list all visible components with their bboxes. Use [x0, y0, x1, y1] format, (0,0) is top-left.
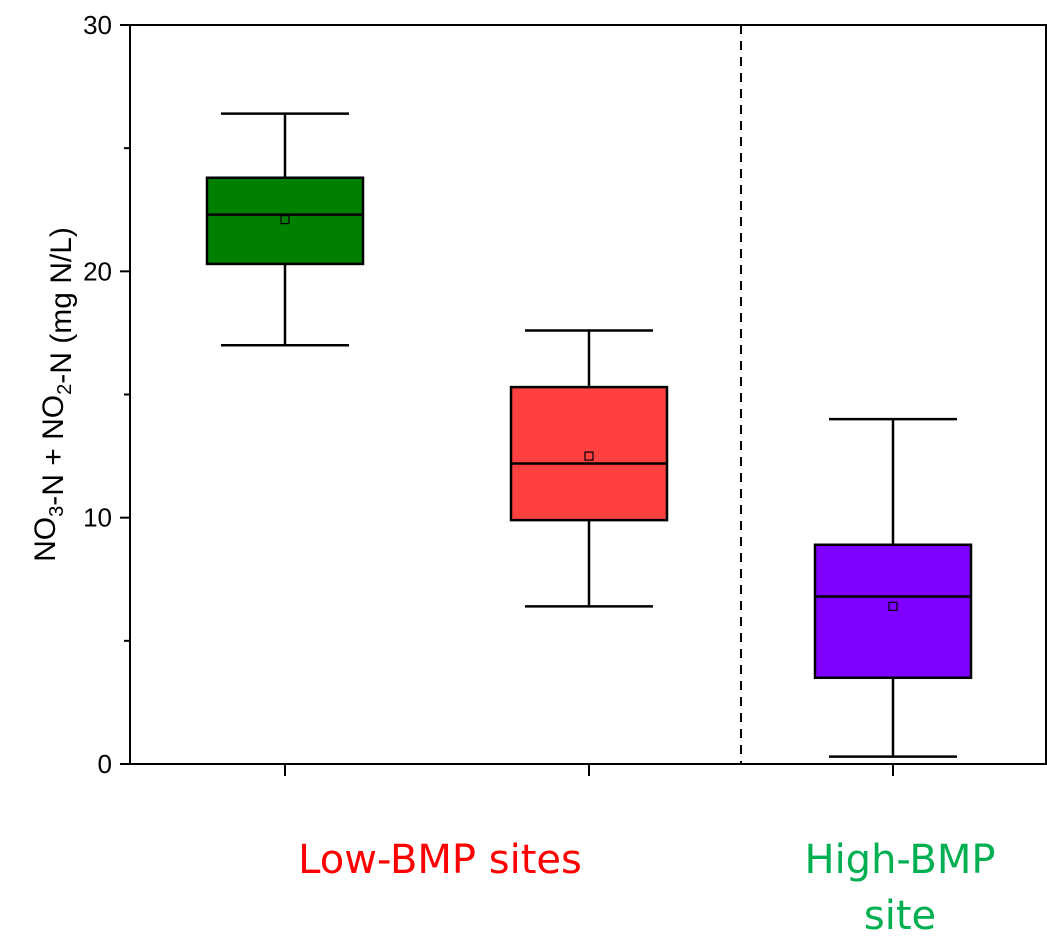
- group-label-high-bmp: High-BMP site: [780, 832, 1020, 944]
- y-axis-label-subscript: 2: [54, 384, 76, 395]
- group-label-low-bmp: Low-BMP sites: [240, 832, 640, 888]
- y-axis-label-subscript: 3: [46, 506, 68, 517]
- y-tick-label: 10: [83, 503, 112, 533]
- y-tick-label: 30: [83, 10, 112, 40]
- y-tick-label: 20: [83, 256, 112, 286]
- box-1: [207, 178, 363, 264]
- y-axis-label-text: NO: [29, 517, 62, 562]
- box-3: [815, 545, 971, 678]
- box-2: [511, 387, 667, 520]
- y-axis-label-text: -N + NO: [37, 395, 70, 506]
- y-axis-label-text: -N (mg N/L): [45, 227, 78, 384]
- y-tick-label: 0: [98, 749, 112, 779]
- y-axis-label: NO3-N + NO2-N (mg N/L): [29, 227, 78, 562]
